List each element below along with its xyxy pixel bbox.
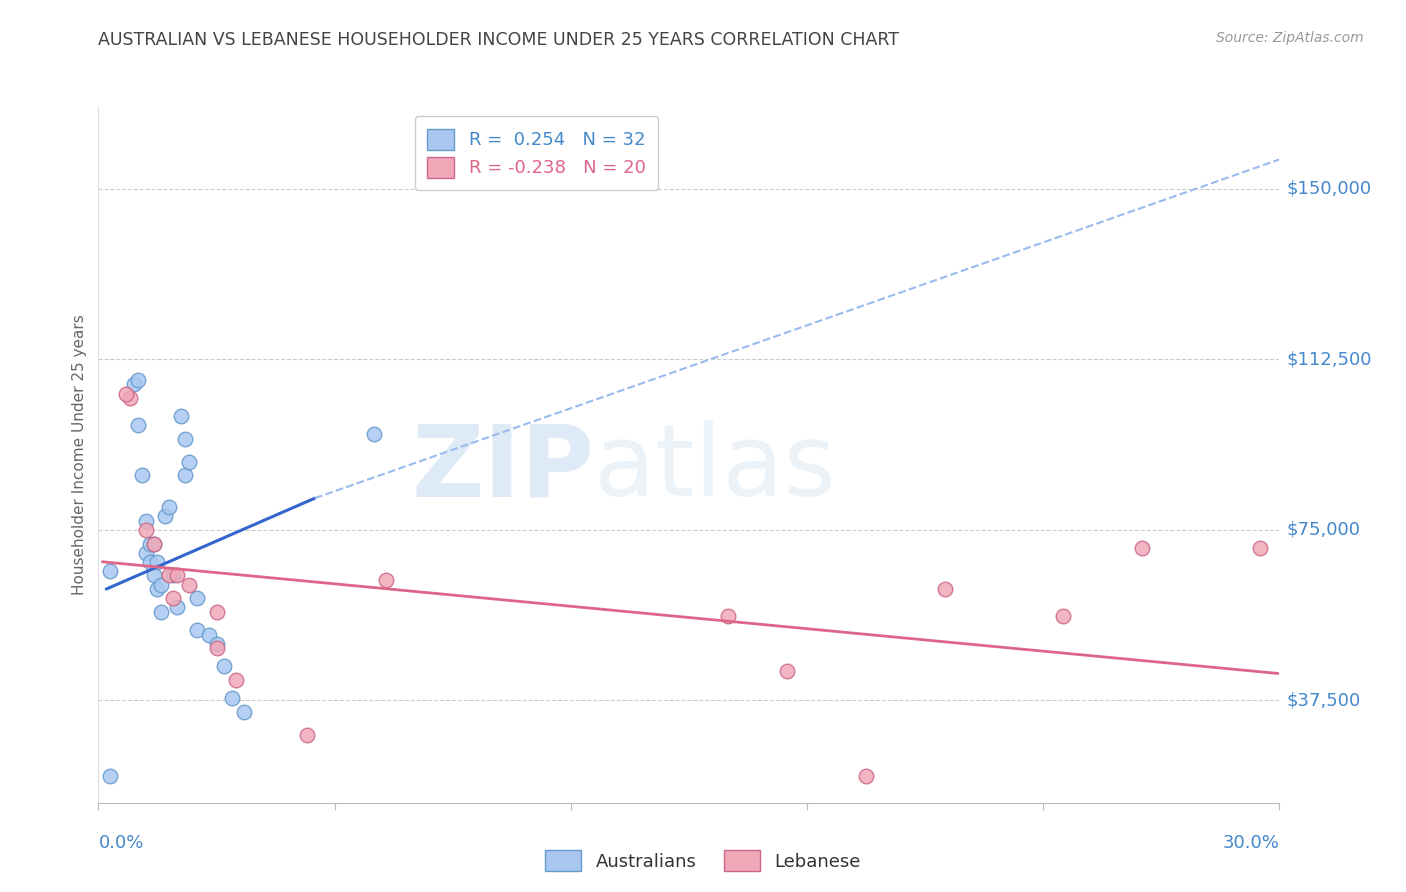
Point [146, 555, 169, 569]
Point [131, 468, 153, 483]
Text: atlas: atlas [595, 420, 837, 517]
Point [138, 536, 160, 550]
Point [221, 691, 243, 706]
Point [146, 582, 169, 596]
Point [135, 546, 157, 560]
Point [150, 605, 173, 619]
Point [98, 768, 121, 782]
Point [776, 664, 799, 678]
Point [142, 536, 165, 550]
Point [174, 432, 197, 446]
Text: $112,500: $112,500 [1286, 351, 1372, 368]
Point [157, 500, 180, 515]
Legend: R =  0.254   N = 32, R = -0.238   N = 20: R = 0.254 N = 32, R = -0.238 N = 20 [415, 116, 658, 190]
Y-axis label: Householder Income Under 25 years: Householder Income Under 25 years [72, 315, 87, 595]
Point [127, 418, 149, 433]
Text: $37,500: $37,500 [1286, 691, 1361, 709]
Point [138, 555, 160, 569]
Point [118, 391, 141, 405]
Point [934, 582, 956, 596]
Text: 0.0%: 0.0% [98, 834, 143, 852]
Point [717, 609, 740, 624]
Point [170, 409, 193, 424]
Point [157, 568, 180, 582]
Text: ZIP: ZIP [412, 420, 595, 517]
Point [155, 509, 177, 524]
Point [1130, 541, 1153, 556]
Point [98, 564, 121, 578]
Point [295, 728, 318, 742]
Point [186, 623, 208, 637]
Point [150, 577, 173, 591]
Point [363, 427, 385, 442]
Point [205, 641, 228, 656]
Point [142, 536, 165, 550]
Point [127, 373, 149, 387]
Point [214, 659, 236, 673]
Legend: Australians, Lebanese: Australians, Lebanese [538, 843, 868, 879]
Point [135, 514, 157, 528]
Point [374, 573, 396, 587]
Text: $150,000: $150,000 [1286, 180, 1372, 198]
Point [166, 600, 188, 615]
Text: Source: ZipAtlas.com: Source: ZipAtlas.com [1216, 31, 1364, 45]
Point [1052, 609, 1074, 624]
Point [166, 568, 188, 582]
Text: AUSTRALIAN VS LEBANESE HOUSEHOLDER INCOME UNDER 25 YEARS CORRELATION CHART: AUSTRALIAN VS LEBANESE HOUSEHOLDER INCOM… [98, 31, 900, 49]
Point [225, 673, 247, 687]
Point [205, 605, 228, 619]
Point [115, 386, 138, 401]
Point [205, 637, 228, 651]
Point [142, 568, 165, 582]
Point [1249, 541, 1271, 556]
Point [855, 768, 877, 782]
Text: 30.0%: 30.0% [1223, 834, 1279, 852]
Text: $75,000: $75,000 [1286, 521, 1361, 539]
Point [186, 591, 208, 606]
Point [162, 591, 184, 606]
Point [233, 705, 256, 719]
Point [162, 568, 184, 582]
Point [177, 455, 200, 469]
Point [177, 577, 200, 591]
Point [174, 468, 197, 483]
Point [197, 627, 219, 641]
Point [122, 377, 145, 392]
Point [135, 523, 157, 537]
